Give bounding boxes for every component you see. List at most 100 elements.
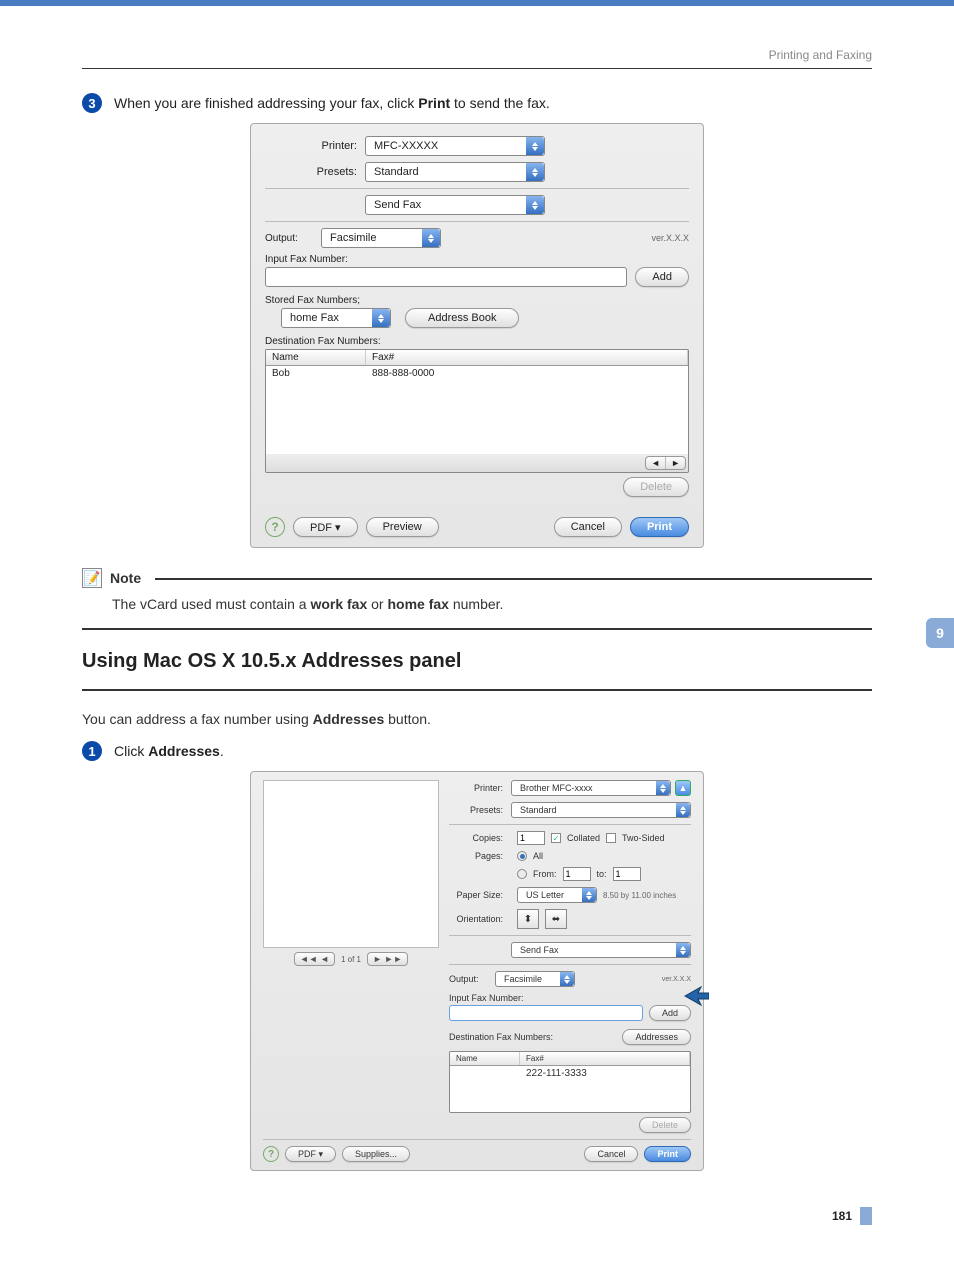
d2-panel-value: Send Fax (520, 945, 559, 955)
page-block-icon (860, 1207, 872, 1225)
d2-dest-table: Name Fax# 222-111-3333 (449, 1051, 691, 1113)
d2-twosided-check[interactable] (606, 833, 616, 843)
add-button[interactable]: Add (635, 267, 689, 287)
help-icon[interactable]: ? (265, 517, 285, 537)
preview-next[interactable]: ► ►► (367, 952, 408, 966)
step-1-number: 1 (82, 741, 102, 761)
chevron-updown-icon (422, 229, 440, 247)
preview-canvas (263, 780, 439, 948)
preview-button[interactable]: Preview (366, 517, 439, 537)
d2-delete-button[interactable]: Delete (639, 1117, 691, 1133)
intro-after: button. (384, 711, 431, 727)
chevron-updown-icon (372, 309, 390, 327)
d2-add-button[interactable]: Add (649, 1005, 691, 1021)
d2-paper-dims: 8.50 by 11.00 inches (603, 891, 676, 900)
row-fax: 888-888-0000 (372, 368, 434, 379)
intro-text: You can address a fax number using Addre… (82, 709, 872, 729)
note-text-after: number. (449, 596, 503, 612)
address-book-button[interactable]: Address Book (405, 308, 519, 328)
d2-supplies-button[interactable]: Supplies... (342, 1146, 410, 1162)
step-3-line: 3 When you are finished addressing your … (82, 93, 872, 113)
table-scroll[interactable]: ◄► (645, 456, 686, 470)
d2-collated-label: Collated (567, 833, 600, 843)
d2-print-button[interactable]: Print (644, 1146, 691, 1162)
d2-orient-landscape[interactable]: ⬌ (545, 909, 567, 929)
d2-pages-to-field[interactable] (613, 867, 641, 881)
d2-pages-range-radio[interactable] (517, 869, 527, 879)
d2-row-fax: 222-111-3333 (526, 1068, 587, 1079)
d2-table-row[interactable]: 222-111-3333 (450, 1066, 690, 1081)
preview-prev[interactable]: ◄◄ ◄ (294, 952, 335, 966)
output-label: Output: (265, 233, 321, 244)
printer-select[interactable]: MFC-XXXXX (365, 136, 545, 156)
output-select[interactable]: Facsimile (321, 228, 441, 248)
d2-pdf-button[interactable]: PDF ▾ (285, 1146, 336, 1162)
note-rule (155, 578, 872, 580)
stored-select[interactable]: home Fax (281, 308, 391, 328)
stored-label: Stored Fax Numbers; (265, 295, 689, 306)
d2-copies-field[interactable] (517, 831, 545, 845)
d2-cancel-button[interactable]: Cancel (584, 1146, 638, 1162)
note-block: 📝 Note The vCard used must contain a wor… (82, 568, 872, 630)
chevron-updown-icon (676, 803, 690, 817)
d2-collated-check[interactable]: ✓ (551, 833, 561, 843)
d2-pages-from-field[interactable] (563, 867, 591, 881)
print-button[interactable]: Print (630, 517, 689, 537)
chevron-updown-icon (526, 163, 544, 181)
nav-prev-text: ◄◄ ◄ (295, 953, 334, 965)
chevron-updown-icon (656, 781, 670, 795)
intro-bold: Addresses (313, 711, 385, 727)
chevron-updown-icon (526, 137, 544, 155)
d2-help-icon[interactable]: ? (263, 1146, 279, 1162)
dest-label: Destination Fax Numbers: (265, 336, 689, 347)
presets-select[interactable]: Standard (365, 162, 545, 182)
stored-value: home Fax (290, 312, 339, 324)
d2-pages-all-radio[interactable] (517, 851, 527, 861)
d2-version: ver.X.X.X (662, 976, 691, 983)
d2-panel-select[interactable]: Send Fax (511, 942, 691, 958)
d2-pages-to-label: to: (597, 869, 607, 879)
d2-output-label: Output: (449, 974, 495, 984)
note-bold1: work fax (310, 596, 367, 612)
d2-printer-select[interactable]: Brother MFC-xxxx (511, 780, 671, 796)
note-icon: 📝 (82, 568, 102, 588)
d2-orient-portrait[interactable]: ⬍ (517, 909, 539, 929)
d2-output-value: Facsimile (504, 974, 542, 984)
d2-paper-value: US Letter (526, 890, 564, 900)
printer-label: Printer: (265, 140, 365, 152)
presets-label: Presets: (265, 166, 365, 178)
row-name: Bob (272, 368, 372, 379)
chevron-updown-icon (676, 943, 690, 957)
input-fax-label: Input Fax Number: (265, 254, 689, 265)
nav-next-text: ► ►► (368, 953, 407, 965)
note-bold2: home fax (387, 596, 448, 612)
header-breadcrumb: Printing and Faxing (82, 48, 872, 69)
d2-printer-label: Printer: (449, 783, 511, 793)
d2-twosided-label: Two-Sided (622, 833, 665, 843)
pdf-menu-button[interactable]: PDF ▾ (293, 517, 358, 537)
col-name: Name (266, 350, 366, 365)
step-3-after: to send the fax. (450, 95, 550, 111)
d2-presets-label: Presets: (449, 805, 511, 815)
version-label: ver.X.X.X (651, 233, 689, 243)
chapter-tab: 9 (926, 618, 954, 648)
cursor-arrow-icon (683, 985, 709, 1007)
d2-paper-select[interactable]: US Letter (517, 887, 597, 903)
cancel-button[interactable]: Cancel (554, 517, 622, 537)
table-row[interactable]: Bob 888-888-0000 (266, 366, 688, 381)
d2-output-select[interactable]: Facsimile (495, 971, 575, 987)
input-fax-field[interactable] (265, 267, 627, 287)
d2-inputfax-field[interactable] (449, 1005, 643, 1021)
page-footer: 181 (82, 1207, 872, 1225)
expand-toggle[interactable]: ▲ (675, 780, 691, 796)
d2-addresses-button[interactable]: Addresses (622, 1029, 691, 1045)
d2-pages-label: Pages: (449, 851, 511, 861)
panel-select[interactable]: Send Fax (365, 195, 545, 215)
d2-presets-select[interactable]: Standard (511, 802, 691, 818)
step1-bold: Addresses (148, 743, 220, 759)
chevron-updown-icon (526, 196, 544, 214)
col-fax: Fax# (366, 350, 688, 365)
preview-page: 1 of 1 (341, 955, 361, 964)
delete-button[interactable]: Delete (623, 477, 689, 497)
panel-value: Send Fax (374, 199, 421, 211)
